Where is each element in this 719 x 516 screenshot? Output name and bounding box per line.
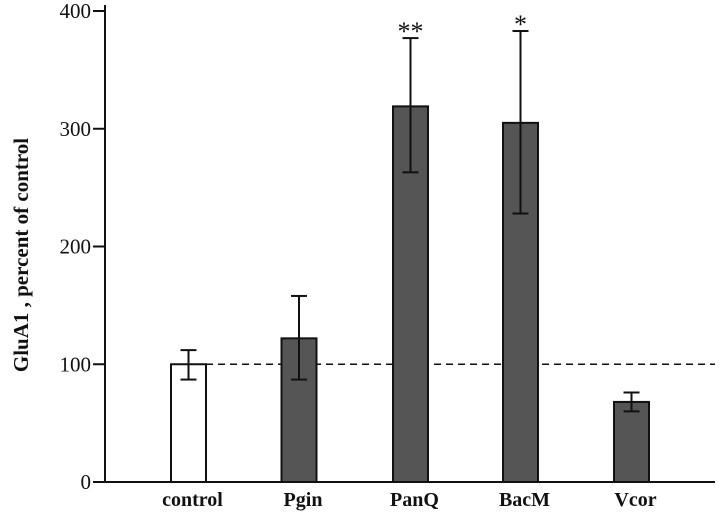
y-tick-label: 100 [60, 352, 92, 376]
significance-marker: * [514, 10, 527, 39]
bar-control [170, 363, 207, 483]
bar-vcor [613, 400, 650, 483]
y-tick-label: 400 [60, 0, 92, 23]
significance-marker: ** [398, 17, 424, 46]
x-tick-label-bacm: BacM [499, 489, 550, 511]
x-tick-label-panq: PanQ [390, 489, 439, 511]
y-tick-label: 200 [60, 235, 92, 259]
x-tick-label-pgin: Pgin [284, 489, 323, 511]
y-tick-label: 300 [60, 117, 92, 141]
y-tick-label: 0 [81, 470, 92, 494]
x-tick-label-vcor: Vcor [614, 489, 656, 511]
y-axis-label: GluA1 , percent of control [9, 138, 33, 372]
x-tick-label-control: control [162, 489, 223, 511]
